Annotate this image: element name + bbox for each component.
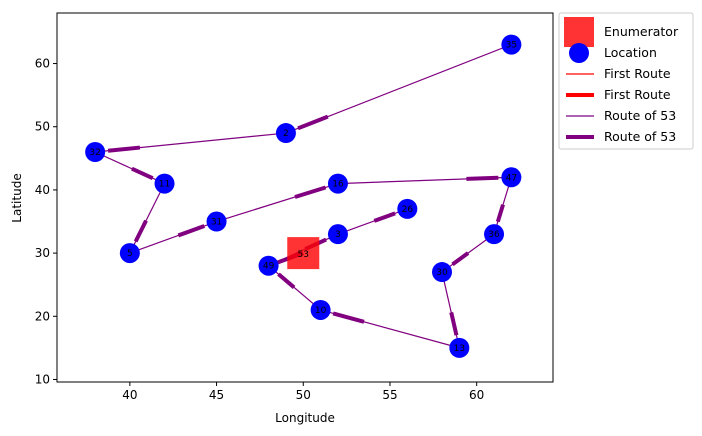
location-label: 11 xyxy=(159,180,170,190)
plot-content: 35 2 32 11 5 31 16 47 36 30 13 10 49 3 26 53 xyxy=(85,34,522,358)
y-tick-label: 10 xyxy=(35,372,50,386)
location-marker xyxy=(327,173,348,194)
enumerator-label: 53 xyxy=(298,250,309,260)
location-label: 26 xyxy=(402,205,414,215)
route-direction-mark xyxy=(277,272,296,289)
legend-label: First Route xyxy=(604,66,671,81)
location-label: 2 xyxy=(283,129,289,139)
location-label: 36 xyxy=(488,230,500,240)
location-marker xyxy=(484,224,505,245)
route-segment xyxy=(129,183,166,254)
legend-swatch-square xyxy=(564,17,594,47)
location-marker xyxy=(501,34,522,55)
y-axis-ticks: 10 20 30 40 50 60 xyxy=(35,57,57,386)
location-label: 16 xyxy=(332,180,344,190)
location-marker xyxy=(327,224,348,245)
legend-label: Location xyxy=(604,45,657,60)
plot-frame xyxy=(56,12,554,383)
location-marker xyxy=(397,198,418,219)
x-tick-label: 45 xyxy=(209,388,224,402)
x-tick-label: 50 xyxy=(296,388,311,402)
x-axis-title: Longitude xyxy=(275,411,335,425)
location-marker xyxy=(275,123,296,144)
legend: Enumerator Location First Route First Route… xyxy=(558,12,694,150)
route-direction-mark xyxy=(297,114,329,131)
route-direction-mark xyxy=(177,224,206,238)
route-direction-mark xyxy=(373,211,396,223)
location-label: 47 xyxy=(506,173,517,183)
location-label: 35 xyxy=(506,41,517,51)
location-label: 31 xyxy=(211,218,222,228)
location-label: 49 xyxy=(263,262,275,272)
location-marker xyxy=(206,211,227,232)
route-direction-mark xyxy=(131,166,154,181)
location-label: 10 xyxy=(315,306,327,316)
location-marker xyxy=(432,262,453,283)
location-label: 13 xyxy=(454,344,465,354)
y-tick-label: 60 xyxy=(35,57,50,71)
route-direction-mark xyxy=(449,312,459,336)
location-marker xyxy=(85,142,106,163)
y-tick-label: 30 xyxy=(35,246,50,260)
route-direction-mark xyxy=(294,185,327,199)
y-tick-label: 40 xyxy=(35,183,50,197)
route-direction-mark xyxy=(133,219,148,243)
route-segment xyxy=(337,208,408,235)
x-tick-label: 60 xyxy=(469,388,484,402)
y-axis-title: Latitude xyxy=(10,173,24,222)
location-marker xyxy=(449,337,470,358)
legend-label: Enumerator xyxy=(604,24,679,39)
route-direction-mark xyxy=(107,145,141,153)
location-label: 3 xyxy=(335,230,341,240)
route-direction-mark xyxy=(451,251,470,267)
y-tick-label: 50 xyxy=(35,120,50,134)
legend-label: Route of 53 xyxy=(604,108,676,123)
legend-label: Route of 53 xyxy=(604,129,676,144)
route-segment xyxy=(268,265,321,311)
x-axis-ticks: 40 45 50 55 60 xyxy=(122,382,484,402)
location-label: 32 xyxy=(89,148,100,158)
enumerator-marker xyxy=(287,237,320,270)
y-tick-label: 20 xyxy=(35,309,50,323)
location-marker xyxy=(258,255,279,276)
x-tick-label: 55 xyxy=(382,388,397,402)
location-marker xyxy=(310,299,331,320)
route-direction-mark xyxy=(495,204,505,223)
location-marker xyxy=(154,173,175,194)
route-segment xyxy=(94,151,165,185)
location-label: 30 xyxy=(436,268,448,278)
route-direction-mark xyxy=(332,311,365,324)
x-tick-label: 40 xyxy=(122,388,137,402)
legend-swatch-circle xyxy=(569,43,589,63)
route-direction-mark xyxy=(466,175,499,181)
legend-label: First Route xyxy=(604,87,671,102)
route-segment xyxy=(441,271,460,349)
location-marker xyxy=(119,243,140,264)
location-marker xyxy=(501,167,522,188)
location-label: 5 xyxy=(127,249,133,259)
